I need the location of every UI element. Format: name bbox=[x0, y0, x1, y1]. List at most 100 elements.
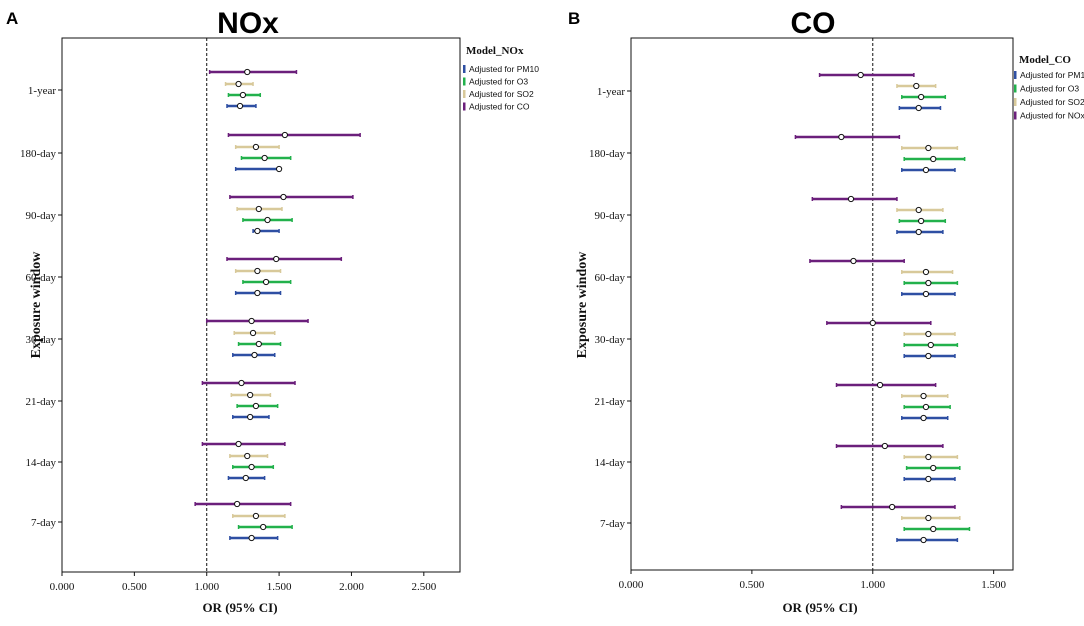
panel-a-point-estimate bbox=[248, 317, 255, 325]
panel-b-legend-label: Adjusted for O3 bbox=[1020, 84, 1079, 94]
panel-b-point-estimate bbox=[927, 341, 934, 349]
panel-a-point-estimate bbox=[235, 440, 242, 448]
panel-a-point-estimate bbox=[247, 413, 254, 421]
panel-b-marks: 0.000 0.500 1.000 1.500 1-year 180-day 90-day 6… bbox=[589, 38, 1007, 591]
panel-b-legend: Adjusted for PM10 Adjusted for O3 Adjusted… bbox=[1014, 70, 1084, 121]
panel-b-point-estimate bbox=[918, 93, 925, 101]
panel-b-point-estimate bbox=[918, 217, 925, 225]
panel-a-point-estimate bbox=[254, 289, 261, 297]
panel-a-legend-swatch bbox=[463, 90, 466, 98]
panel-b-point-estimate bbox=[881, 442, 888, 450]
panel-a-y-tick-label: 14-day bbox=[25, 457, 56, 469]
panel-b-co: B CO Exposure window OR (95% CI) Model_C… bbox=[568, 7, 1084, 615]
panel-a-y-tick-label: 1-year bbox=[28, 85, 56, 97]
panel-b-y-tick-label: 180-day bbox=[589, 148, 626, 160]
panel-a-y-tick-label: 30-day bbox=[25, 334, 56, 346]
panel-b-point-estimate bbox=[876, 381, 884, 389]
panel-a-legend-label: Adjusted for PM10 bbox=[469, 64, 539, 74]
panel-b-y-tick-label: 14-day bbox=[594, 457, 625, 469]
panel-a-x-tick-label: 2.500 bbox=[411, 581, 436, 593]
panel-b-point-estimate bbox=[850, 257, 857, 265]
panel-b-x-tick-label: 1.500 bbox=[981, 579, 1006, 591]
panel-a-y-tick-label: 7-day bbox=[31, 517, 57, 529]
panel-a-point-estimate bbox=[244, 452, 251, 460]
panel-a-point-estimate bbox=[242, 474, 249, 482]
panel-a-point-estimate bbox=[244, 68, 251, 76]
panel-b-y-tick-label: 60-day bbox=[594, 272, 625, 284]
panel-b-y-tick-label: 7-day bbox=[600, 518, 626, 530]
panel-b-point-estimate bbox=[915, 104, 922, 112]
panel-b-point-estimate bbox=[922, 290, 930, 298]
panel-a-point-estimate bbox=[248, 463, 255, 471]
panel-a-letter: A bbox=[6, 9, 18, 28]
panel-a-point-estimate bbox=[251, 351, 258, 359]
panel-b-point-estimate bbox=[925, 453, 932, 461]
panel-b-legend-swatch bbox=[1014, 98, 1017, 106]
panel-a-point-estimate bbox=[280, 193, 287, 201]
panel-a-legend-title: Model_NOx bbox=[466, 45, 524, 57]
panel-b-point-estimate bbox=[920, 536, 927, 544]
panel-b-y-tick-label: 90-day bbox=[594, 210, 625, 222]
panel-b-legend-swatch bbox=[1014, 111, 1017, 120]
panel-b-point-estimate bbox=[930, 525, 937, 533]
panel-a-point-estimate bbox=[255, 205, 262, 213]
panel-b-point-estimate bbox=[915, 206, 922, 214]
panel-b-point-estimate bbox=[913, 82, 920, 90]
panel-a-y-tick-label: 21-day bbox=[25, 396, 56, 408]
panel-b-point-estimate bbox=[925, 144, 932, 152]
panel-b-point-estimate bbox=[857, 71, 864, 79]
panel-b-point-estimate bbox=[915, 228, 922, 236]
panel-b-point-estimate bbox=[847, 195, 855, 203]
panel-a-x-axis-label: OR (95% CI) bbox=[202, 600, 277, 615]
panel-a-nox: A NOx Exposure window OR (95% CI) Model_… bbox=[6, 7, 539, 615]
panel-b-legend-swatch bbox=[1014, 84, 1017, 93]
panel-a-point-estimate bbox=[235, 80, 242, 88]
panel-b-letter: B bbox=[568, 9, 580, 28]
panel-a-x-tick-label: 1.000 bbox=[194, 581, 219, 593]
panel-a-point-estimate bbox=[261, 154, 268, 162]
panel-b-point-estimate bbox=[869, 319, 876, 327]
panel-b-point-estimate bbox=[930, 155, 937, 163]
panel-a-point-estimate bbox=[255, 340, 262, 348]
panel-a-point-estimate bbox=[281, 131, 288, 139]
panel-b-title: CO bbox=[791, 7, 836, 40]
panel-b-point-estimate bbox=[925, 279, 932, 287]
panel-a-point-estimate bbox=[273, 255, 280, 263]
panel-a-point-estimate bbox=[236, 102, 244, 110]
panel-b-point-estimate bbox=[920, 392, 927, 400]
panel-a-legend: Adjusted for PM10 Adjusted for O3 Adjusted… bbox=[463, 64, 539, 112]
panel-a-plot-frame bbox=[61, 37, 461, 573]
panel-b-y-tick-label: 21-day bbox=[594, 396, 625, 408]
panel-a-legend-swatch bbox=[463, 65, 466, 73]
panel-a-y-tick-label: 90-day bbox=[25, 210, 56, 222]
panel-a-marks: 0.000 0.500 1.000 1.500 2.000 2.500 1-year 180-… bbox=[20, 38, 437, 593]
panel-b-y-axis-label: Exposure window bbox=[575, 251, 590, 359]
panel-a-x-tick-label: 2.000 bbox=[339, 581, 364, 593]
panel-a-point-estimate bbox=[247, 391, 254, 399]
panel-a-point-estimate bbox=[264, 216, 271, 224]
panel-b-legend-swatch bbox=[1014, 71, 1017, 79]
panel-b-point-estimate bbox=[925, 330, 932, 338]
panel-a-point-estimate bbox=[254, 267, 261, 275]
panel-b-x-tick-label: 0.500 bbox=[740, 579, 765, 591]
panel-b-point-estimate bbox=[925, 475, 932, 483]
panel-b-x-axis-label: OR (95% CI) bbox=[782, 600, 857, 615]
panel-b-point-estimate bbox=[925, 514, 932, 522]
panel-b-point-estimate bbox=[922, 166, 930, 174]
panel-b-y-tick-label: 1-year bbox=[597, 86, 625, 98]
panel-b-y-tick-label: 30-day bbox=[594, 334, 625, 346]
panel-b-point-estimate bbox=[922, 403, 930, 411]
panel-a-legend-swatch bbox=[463, 77, 466, 86]
panel-a-point-estimate bbox=[238, 379, 245, 387]
panel-a-x-tick-label: 1.500 bbox=[267, 581, 292, 593]
panel-b-x-tick-label: 0.000 bbox=[619, 579, 644, 591]
panel-b-point-estimate bbox=[930, 464, 937, 472]
panel-a-x-tick-label: 0.500 bbox=[122, 581, 147, 593]
panel-a-point-estimate bbox=[239, 91, 247, 99]
panel-a-point-estimate bbox=[248, 534, 255, 542]
panel-b-point-estimate bbox=[838, 133, 845, 141]
panel-a-x-tick-label: 0.000 bbox=[50, 581, 75, 593]
panel-a-legend-label: Adjusted for CO bbox=[469, 102, 530, 112]
panel-b-point-estimate bbox=[920, 414, 927, 422]
panel-b-point-estimate bbox=[889, 503, 896, 511]
